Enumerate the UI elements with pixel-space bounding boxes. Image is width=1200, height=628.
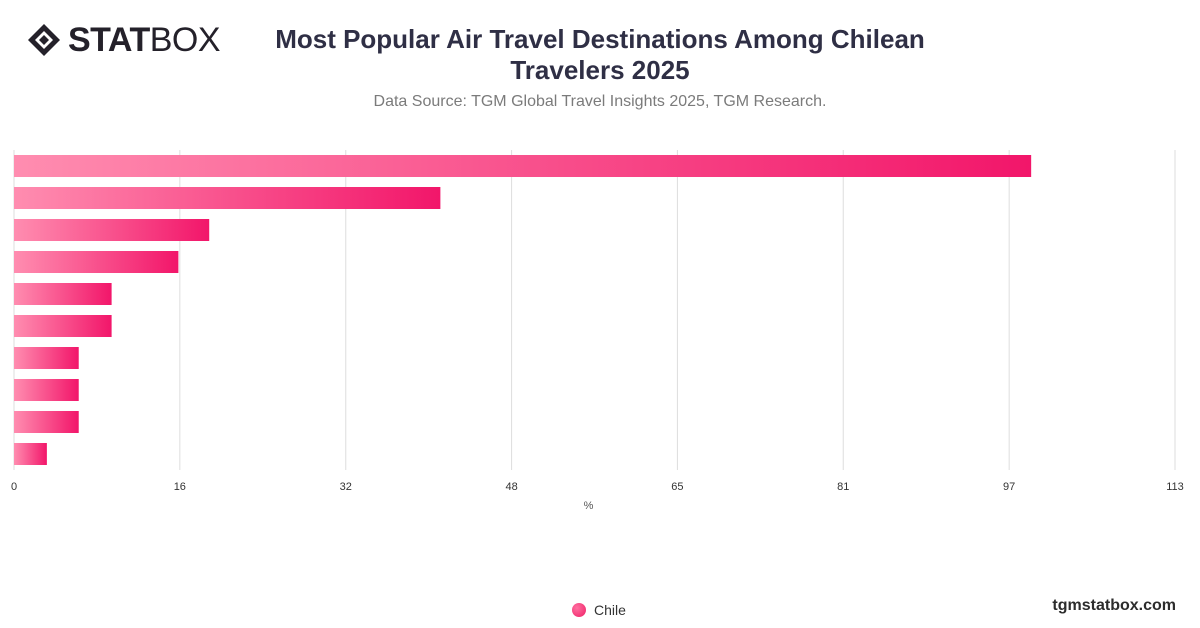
bar[interactable] bbox=[14, 187, 441, 209]
x-tick-label: 65 bbox=[671, 481, 683, 493]
bar[interactable] bbox=[14, 347, 79, 369]
bar[interactable] bbox=[14, 411, 79, 433]
watermark: tgmstatbox.com bbox=[1052, 597, 1176, 614]
legend-marker-icon bbox=[572, 603, 586, 617]
bar[interactable] bbox=[14, 155, 1032, 177]
chart-subtitle: Data Source: TGM Global Travel Insights … bbox=[373, 93, 827, 110]
bar[interactable] bbox=[14, 379, 79, 401]
chart-title: Most Popular Air Travel Destinations Amo… bbox=[275, 24, 925, 85]
bar[interactable] bbox=[14, 315, 112, 337]
x-tick-label: 97 bbox=[1003, 481, 1015, 493]
x-tick-label: 113 bbox=[1166, 481, 1184, 493]
x-tick-label: 48 bbox=[505, 481, 517, 493]
x-axis-label: % bbox=[584, 500, 594, 512]
x-tick-label: 32 bbox=[340, 481, 352, 493]
statbox-logo: STATBOX bbox=[26, 21, 221, 59]
x-tick-label: 0 bbox=[11, 481, 17, 493]
logo-wordmark: STATBOX bbox=[68, 21, 221, 59]
bar[interactable] bbox=[14, 251, 179, 273]
legend[interactable]: Chile bbox=[572, 602, 626, 618]
x-tick-label: 16 bbox=[174, 481, 186, 493]
diamond-logo-icon bbox=[28, 24, 60, 56]
x-tick-label: 81 bbox=[837, 481, 849, 493]
bar[interactable] bbox=[14, 219, 210, 241]
bar[interactable] bbox=[14, 443, 47, 465]
bar[interactable] bbox=[14, 283, 112, 305]
legend-label: Chile bbox=[594, 602, 626, 618]
